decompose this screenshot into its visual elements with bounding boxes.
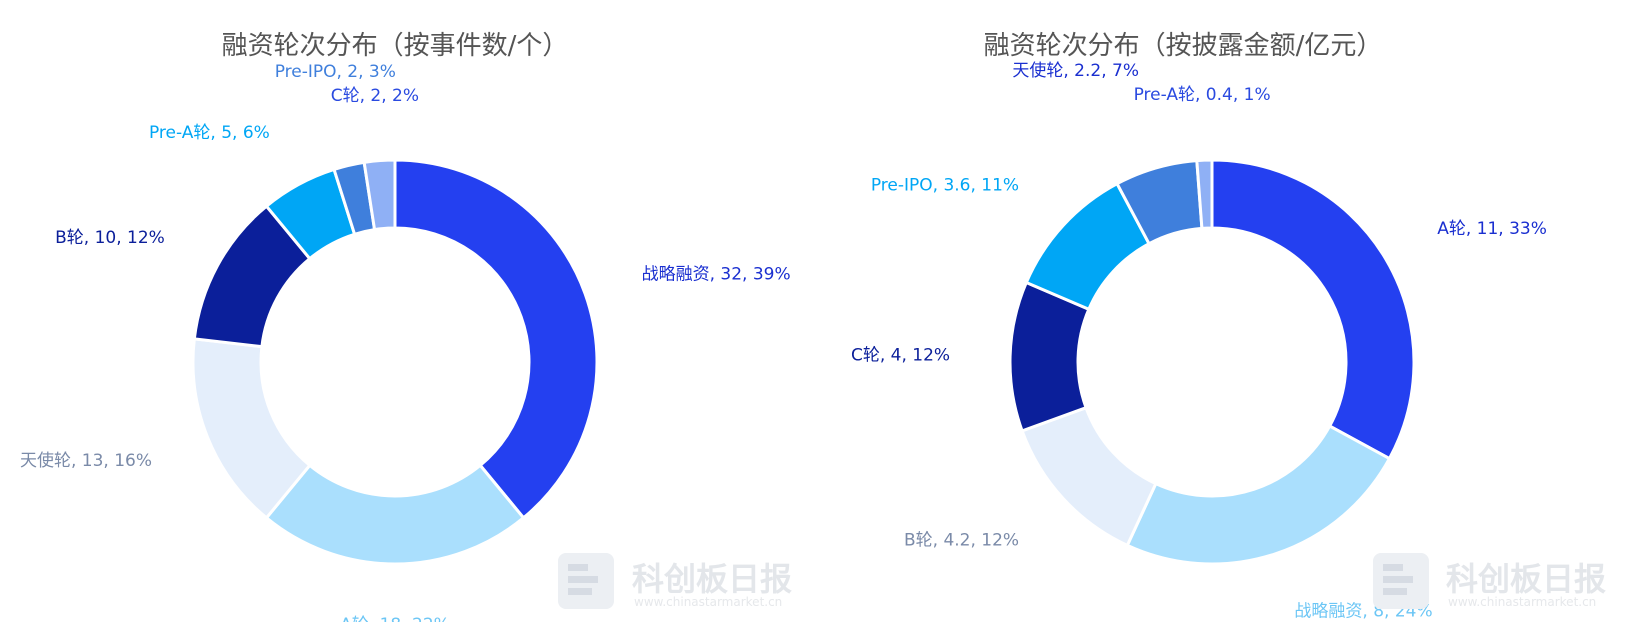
slice-label: 战略融资, 32, 39% bbox=[642, 264, 791, 284]
chart-title: 融资轮次分布（按披露金额/亿元） bbox=[984, 31, 1383, 61]
watermark-url: www.chinastarmarket.cn bbox=[634, 595, 782, 609]
donut-slice bbox=[393, 158, 599, 520]
slice-labels: A轮, 11, 33%战略融资, 8, 24%B轮, 4.2, 12%C轮, 4… bbox=[851, 60, 1547, 622]
slice-label: B轮, 4.2, 12% bbox=[904, 530, 1019, 550]
slice-label: Pre-IPO, 2, 3% bbox=[275, 62, 396, 82]
donut-chart-by-amount: 融资轮次分布（按披露金额/亿元） A轮, 11, 33%战略融资, 8, 24%… bbox=[851, 31, 1547, 622]
slice-label: B轮, 10, 12% bbox=[55, 228, 165, 248]
donut-slice bbox=[264, 463, 526, 566]
slice-label: A轮, 18, 22% bbox=[340, 615, 450, 622]
slice-label: C轮, 2, 2% bbox=[331, 86, 419, 106]
donut-slices bbox=[191, 158, 599, 566]
watermark-logo-icon bbox=[558, 553, 614, 609]
donut-slice bbox=[362, 158, 397, 232]
slice-label: 天使轮, 13, 16% bbox=[20, 450, 152, 471]
watermark-name: 科创板日报 bbox=[632, 560, 792, 598]
chart-title: 融资轮次分布（按事件数/个） bbox=[222, 31, 569, 61]
watermark-name: 科创板日报 bbox=[1446, 560, 1606, 598]
slice-label: 天使轮, 2.2, 7% bbox=[1012, 60, 1139, 81]
watermark-url: www.chinastarmarket.cn bbox=[1448, 595, 1596, 609]
donut-chart-by-count: 融资轮次分布（按事件数/个） 战略融资, 32, 39% A轮, 18, 22% 天… bbox=[20, 31, 791, 622]
slice-label: Pre-A轮, 0.4, 1% bbox=[1134, 85, 1271, 105]
donut-slice bbox=[1210, 158, 1416, 461]
slice-labels: 战略融资, 32, 39% A轮, 18, 22% 天使轮, 13, 16% B轮, … bbox=[20, 62, 791, 622]
watermark-right: 科创板日报 www.chinastarmarket.cn bbox=[1373, 553, 1606, 609]
donut-slice bbox=[1195, 158, 1214, 230]
donut-slice bbox=[1125, 424, 1392, 566]
slice-label: C轮, 4, 12% bbox=[851, 346, 950, 366]
donut-slice bbox=[1020, 405, 1158, 548]
slice-label: A轮, 11, 33% bbox=[1437, 219, 1547, 239]
watermark-left: 科创板日报 www.chinastarmarket.cn bbox=[558, 553, 792, 609]
slice-label: Pre-IPO, 3.6, 11% bbox=[871, 176, 1019, 196]
slice-label: Pre-A轮, 5, 6% bbox=[149, 123, 270, 143]
donut-slices bbox=[1008, 158, 1416, 566]
watermark-logo-icon bbox=[1373, 553, 1429, 609]
